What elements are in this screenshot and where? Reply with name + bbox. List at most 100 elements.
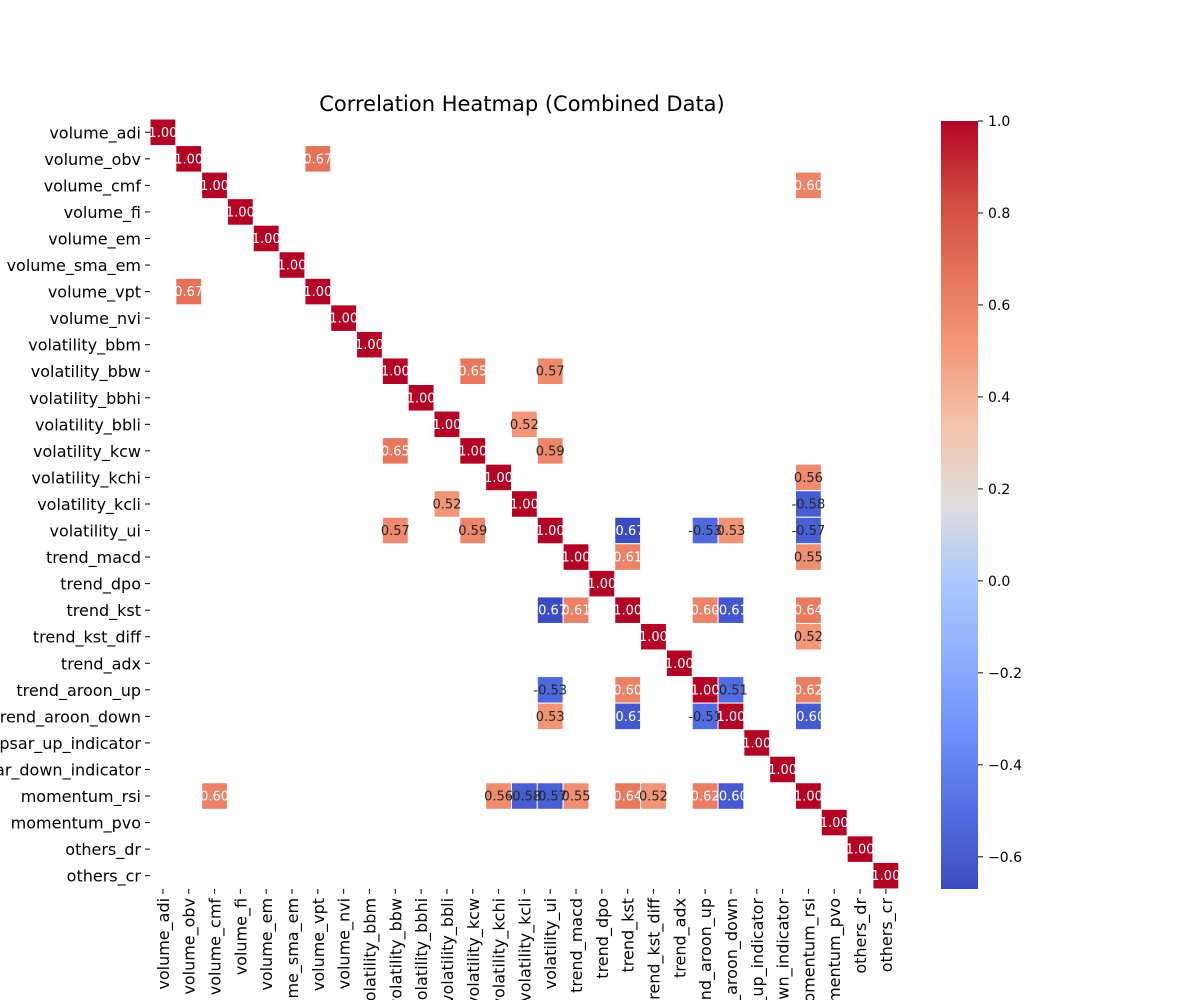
x-tick-label: volume_sma_em bbox=[283, 898, 303, 1000]
heatmap-cell bbox=[614, 543, 642, 571]
x-tick-label: momentum_rsi bbox=[799, 898, 819, 1000]
heatmap-cell bbox=[795, 516, 822, 545]
x-tick-label: trend_dpo bbox=[593, 898, 613, 979]
cell-value-label: 0.61 bbox=[562, 604, 591, 619]
cell-value-label: 0.56 bbox=[794, 471, 823, 486]
heatmap-cell bbox=[614, 516, 642, 545]
x-tick-label: others_dr bbox=[851, 898, 871, 974]
heatmap-cell bbox=[510, 490, 538, 518]
cell-value-label: 1.00 bbox=[200, 179, 229, 194]
heatmap-cell bbox=[717, 702, 745, 731]
cell-value-label: 1.00 bbox=[742, 736, 771, 751]
cell-value-label: 0.55 bbox=[794, 551, 823, 566]
heatmap-cell bbox=[795, 490, 822, 518]
cell-value-label: 0.62 bbox=[794, 683, 823, 698]
heatmap-cell bbox=[691, 702, 719, 731]
cell-value-label: 0.52 bbox=[432, 497, 461, 512]
y-tick-label: trend_aroon_up bbox=[16, 681, 141, 701]
heatmap-cell bbox=[201, 782, 228, 810]
x-tick-label: trend_adx bbox=[670, 898, 690, 978]
colorbar: 1.0 0.8 0.6 0.4 0.2 0.0 −0.2 −0.4 −0.6 bbox=[941, 114, 1022, 889]
heatmap-cell bbox=[381, 437, 409, 465]
y-tick-label: trend_kst bbox=[66, 601, 141, 621]
heatmap-cell bbox=[536, 702, 564, 731]
cell-value-label: -0.58 bbox=[792, 497, 826, 512]
heatmap-cell bbox=[846, 835, 874, 863]
heatmap-cell bbox=[175, 145, 203, 173]
colorbar-tick-label: 0.4 bbox=[988, 390, 1010, 406]
heatmap-cell bbox=[304, 277, 332, 306]
cell-value-label: 1.00 bbox=[252, 232, 281, 247]
y-tick-label: volume_em bbox=[48, 229, 141, 249]
cell-value-label: 1.00 bbox=[278, 259, 307, 274]
cell-value-label: 0.52 bbox=[794, 630, 823, 645]
x-tick-label: volatility_bbli bbox=[438, 898, 458, 1000]
y-tick-label: trend_aroon_down bbox=[0, 707, 141, 727]
cell-value-label: 0.60 bbox=[613, 683, 642, 698]
heatmap-cell bbox=[562, 596, 590, 624]
y-tick-label: volatility_bbhi bbox=[29, 389, 141, 409]
x-tick-label: volume_obv bbox=[180, 898, 200, 995]
x-tick-label: momentum_pvo bbox=[825, 898, 845, 1000]
colorbar-tick-label: −0.4 bbox=[988, 758, 1022, 774]
y-tick-label: volume_vpt bbox=[48, 283, 141, 303]
cell-value-label: 1.00 bbox=[587, 577, 616, 592]
cell-value-label: 0.64 bbox=[794, 604, 823, 619]
heatmap-cell bbox=[459, 516, 487, 545]
cell-value-label: 1.00 bbox=[665, 657, 694, 672]
cell-value-label: 1.00 bbox=[794, 790, 823, 805]
x-tick-label: volatility_kcli bbox=[515, 898, 535, 1000]
x-tick-label: volume_cmf bbox=[206, 898, 226, 996]
x-tick-label: others_cr bbox=[877, 898, 897, 973]
y-tick-label: volatility_bbli bbox=[35, 415, 141, 435]
y-tick-label: volume_cmf bbox=[44, 176, 142, 196]
x-tick-label: volume_em bbox=[257, 898, 277, 991]
cell-value-label: -0.61 bbox=[611, 710, 645, 725]
cell-value-label: 0.67 bbox=[303, 152, 332, 167]
heatmap-cells bbox=[149, 118, 900, 890]
y-tick-label: volatility_bbm bbox=[28, 336, 141, 356]
colorbar-tick-label: −0.6 bbox=[988, 850, 1022, 866]
cell-value-label: -0.53 bbox=[533, 683, 567, 698]
cell-value-label: 0.56 bbox=[484, 790, 513, 805]
y-tick-label: volume_obv bbox=[44, 150, 141, 170]
colorbar-tick-label: −0.2 bbox=[988, 666, 1022, 682]
heatmap-cell bbox=[304, 145, 332, 173]
colorbar-tick-label: 0.0 bbox=[988, 574, 1010, 590]
heatmap-cell bbox=[795, 622, 822, 651]
heatmap-cell bbox=[795, 702, 822, 731]
cell-value-label: 1.00 bbox=[432, 418, 461, 433]
heatmap-cell bbox=[407, 384, 435, 412]
heatmap-cell bbox=[614, 676, 642, 704]
cell-value-label: 1.00 bbox=[458, 444, 487, 459]
cell-value-label: 0.59 bbox=[536, 444, 565, 459]
x-tick-label: trend_psar_up_indicator bbox=[748, 898, 768, 1000]
y-tick-label: volatility_kcw bbox=[33, 442, 141, 462]
heatmap-cell bbox=[562, 782, 590, 810]
y-tick-label: trend_psar_up_indicator bbox=[0, 734, 141, 754]
cell-value-label: 0.65 bbox=[381, 444, 410, 459]
colorbar-tick-label: 0.6 bbox=[988, 298, 1010, 314]
cell-value-label: 0.52 bbox=[510, 418, 539, 433]
cell-value-label: 1.00 bbox=[691, 683, 720, 698]
heatmap-cell bbox=[717, 596, 745, 624]
cell-value-label: 1.00 bbox=[871, 869, 900, 884]
cell-value-label: 1.00 bbox=[768, 763, 797, 778]
cell-value-label: -0.53 bbox=[688, 524, 722, 539]
cell-value-label: 1.00 bbox=[510, 497, 539, 512]
cell-value-label: 1.00 bbox=[484, 471, 513, 486]
cell-value-label: 0.61 bbox=[613, 551, 642, 566]
cell-value-label: 0.60 bbox=[691, 604, 720, 619]
cell-value-label: 1.00 bbox=[820, 816, 849, 831]
cell-value-label: -0.67 bbox=[533, 604, 567, 619]
y-tick-label: volatility_bbw bbox=[31, 362, 141, 382]
cell-value-label: 1.00 bbox=[846, 843, 875, 858]
heatmap-cell bbox=[588, 569, 616, 598]
cell-value-label: -0.57 bbox=[533, 790, 567, 805]
cell-value-label: 1.00 bbox=[303, 285, 332, 300]
cell-value-label: 1.00 bbox=[355, 338, 384, 353]
cell-value-label: -0.58 bbox=[508, 790, 542, 805]
cell-value-label: 1.00 bbox=[381, 365, 410, 380]
heatmap-cell bbox=[665, 649, 693, 678]
